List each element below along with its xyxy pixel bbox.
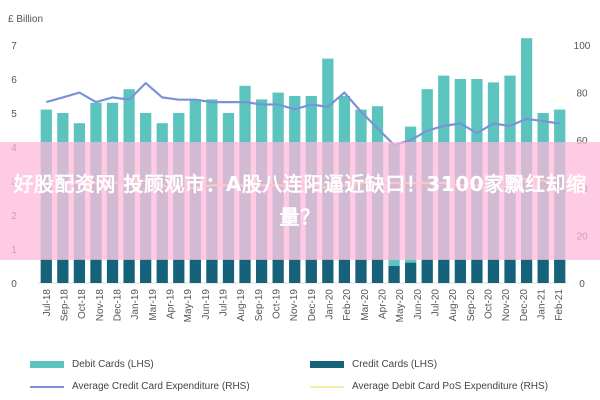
credit-bar	[388, 266, 400, 283]
credit-bar	[106, 259, 119, 283]
legend-item-debit: Debit Cards (LHS)	[30, 359, 154, 370]
left-tick-label: 5	[11, 109, 17, 120]
legend-swatch-credit	[310, 361, 344, 368]
credit-bar	[140, 259, 152, 283]
x-tick-label: Sep-20	[466, 289, 477, 322]
left-axis-unit: £ Billion	[8, 14, 43, 25]
x-tick-label: Dec-20	[519, 289, 530, 322]
x-tick-label: Oct-20	[484, 289, 495, 319]
x-tick-label: Nov-20	[501, 289, 512, 322]
x-tick-label: Aug-19	[236, 289, 247, 322]
x-tick-label: Jan-19	[130, 289, 141, 320]
credit-bar	[421, 259, 433, 283]
x-tick-label: Apr-20	[378, 289, 389, 319]
credit-bar	[322, 259, 334, 283]
credit-bar	[73, 259, 86, 283]
x-tick-label: Jun-20	[413, 289, 424, 320]
credit-bar	[438, 259, 450, 283]
x-tick-label: Jul-20	[431, 289, 442, 317]
credit-bar	[520, 259, 533, 283]
x-tick-label: Dec-18	[113, 289, 124, 322]
legend-swatch-avg-debit	[310, 385, 344, 388]
headline-banner: 好股配资网 投顾观市：A股八连阳逼近缺口！3100家飘红却缩量？	[0, 142, 600, 260]
headline-text: 好股配资网 投顾观市：A股八连阳逼近缺口！3100家飘红却缩量？	[13, 172, 587, 229]
right-tick-label: 0	[579, 279, 585, 290]
credit-bar	[272, 259, 284, 283]
x-tick-label: Jun-19	[201, 289, 212, 320]
right-tick-label: 60	[576, 136, 588, 147]
x-tick-label: Nov-18	[95, 289, 106, 322]
credit-bar	[57, 259, 69, 283]
x-tick-label: Jan-21	[537, 289, 548, 320]
x-tick-label: Feb-20	[342, 289, 353, 321]
x-tick-label: Jul-18	[42, 289, 53, 317]
legend-swatch-debit	[30, 361, 64, 368]
credit-bar	[222, 259, 235, 283]
legend-item-avg-credit: Average Credit Card Expenditure (RHS)	[30, 381, 250, 392]
x-tick-label: May-20	[395, 289, 406, 323]
x-tick-label: Jul-19	[219, 289, 230, 317]
x-tick-label: Oct-18	[77, 289, 88, 319]
legend-item-avg-debit: Average Debit Card PoS Expenditure (RHS)	[310, 381, 548, 392]
legend-item-credit: Credit Cards (LHS)	[310, 359, 437, 370]
x-tick-label: Feb-21	[554, 289, 565, 321]
x-tick-label: Oct-19	[272, 289, 283, 319]
x-tick-label: Sep-19	[254, 289, 265, 322]
x-tick-label: Dec-19	[307, 289, 318, 322]
right-tick-label: 100	[574, 41, 591, 52]
credit-bar	[554, 259, 566, 283]
x-tick-label: May-19	[183, 289, 194, 323]
credit-bar	[487, 259, 500, 283]
left-tick-label: 6	[11, 75, 17, 86]
credit-bar	[156, 259, 168, 283]
legend-label-avg-debit: Average Debit Card PoS Expenditure (RHS)	[352, 381, 549, 392]
credit-bar	[537, 259, 549, 283]
credit-bar	[123, 259, 135, 283]
credit-bar	[173, 259, 185, 283]
credit-bar	[206, 259, 218, 283]
x-tick-label: Sep-18	[60, 289, 71, 322]
x-tick-label: Apr-19	[166, 289, 177, 319]
credit-bar	[338, 259, 351, 283]
credit-bar	[239, 259, 251, 283]
credit-bar	[255, 259, 268, 283]
credit-bar	[355, 259, 367, 283]
credit-bar	[504, 259, 516, 283]
credit-bar	[40, 259, 52, 283]
right-tick-label: 80	[576, 89, 588, 100]
credit-bar	[471, 259, 483, 283]
legend-swatch-avg-credit	[30, 385, 64, 388]
legend-label-credit: Credit Cards (LHS)	[352, 359, 438, 370]
legend-label-debit: Debit Cards (LHS)	[72, 359, 154, 370]
left-tick-label: 0	[11, 279, 17, 290]
left-tick-label: 7	[11, 41, 17, 52]
tick-labels: Jul-18 Sep-18 Oct-18 Nov-18 Dec-18 Jan-19 Mar-…	[42, 289, 565, 323]
credit-bar	[289, 259, 301, 283]
x-tick-label: Aug-20	[448, 289, 459, 322]
avg-credit-expenditure-line	[45, 81, 560, 147]
credit-bar	[189, 259, 201, 283]
credit-bar	[90, 259, 102, 283]
credit-bar	[405, 262, 417, 283]
credit-bar	[371, 259, 384, 283]
legend-label-avg-credit: Average Credit Card Expenditure (RHS)	[72, 381, 250, 392]
x-tick-label: Mar-20	[360, 289, 371, 321]
credit-bar	[454, 259, 466, 283]
x-tick-label: Jan-20	[325, 289, 336, 320]
credit-bar	[305, 259, 317, 283]
legend: Debit Cards (LHS) Credit Cards (LHS) Ave…	[30, 355, 590, 400]
x-tick-label: Nov-19	[289, 289, 300, 322]
x-tick-label: Mar-19	[148, 289, 159, 321]
